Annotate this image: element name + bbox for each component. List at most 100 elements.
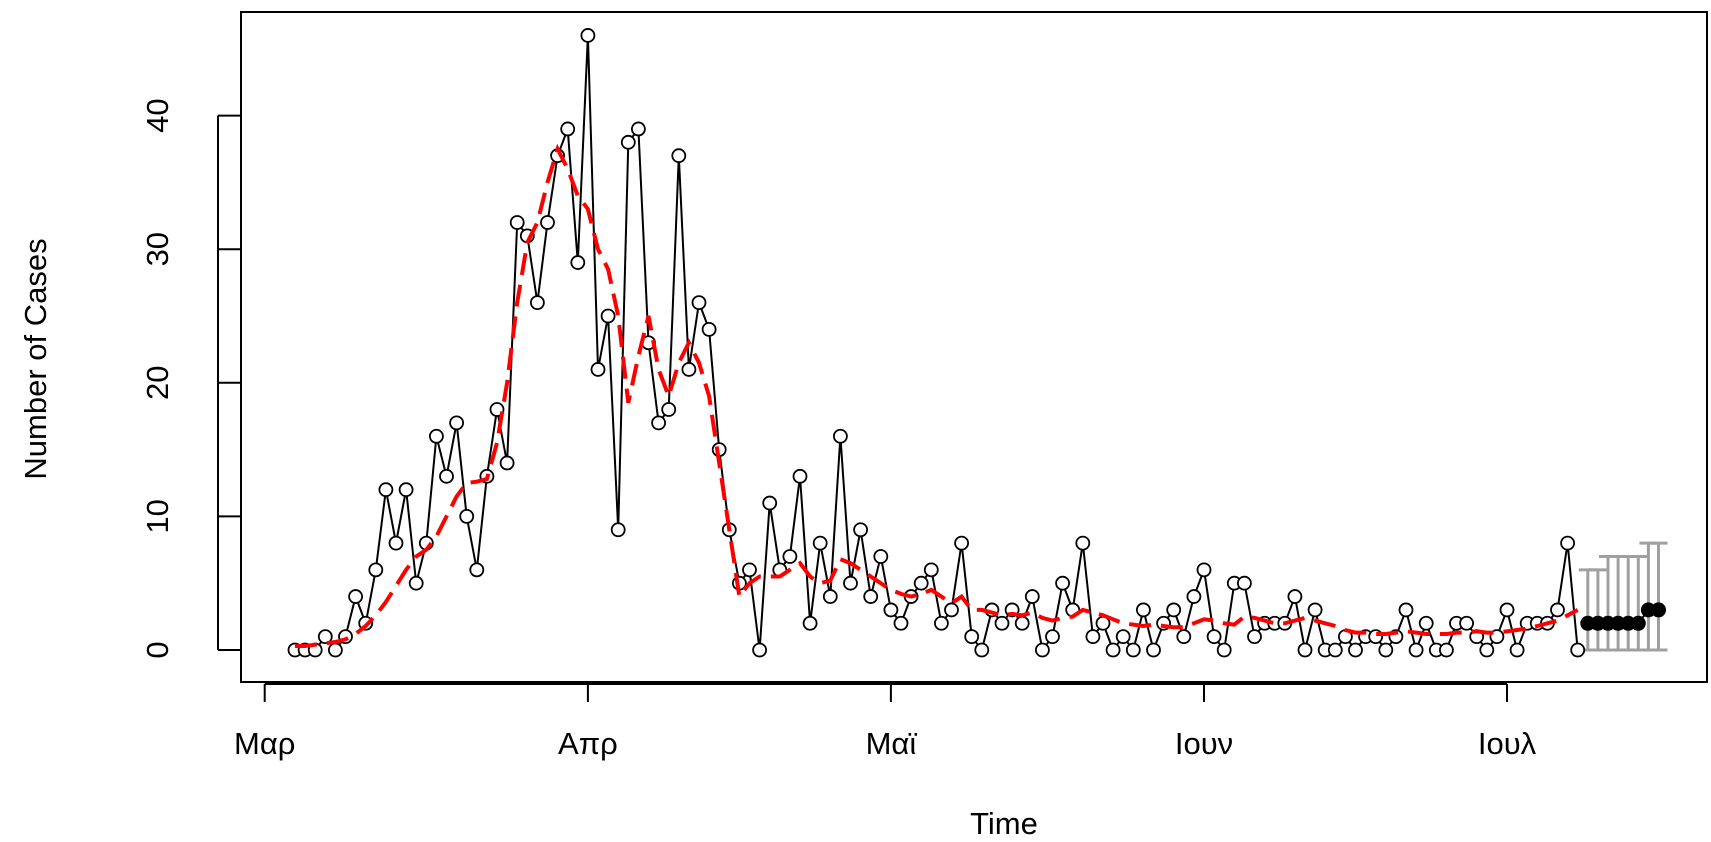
observed-point — [1420, 617, 1433, 630]
observed-point — [1480, 644, 1493, 657]
observed-point — [1076, 537, 1089, 550]
observed-point — [763, 497, 776, 510]
observed-point — [1571, 644, 1584, 657]
observed-point — [501, 456, 514, 469]
observed-point — [1561, 537, 1574, 550]
y-tick-label: 20 — [140, 366, 175, 400]
observed-point — [975, 644, 988, 657]
observed-point — [1107, 644, 1120, 657]
observed-point — [1198, 563, 1211, 576]
observed-point — [1127, 644, 1140, 657]
observed-point — [693, 296, 706, 309]
observed-point — [1137, 603, 1150, 616]
y-tick-label: 30 — [140, 232, 175, 266]
observed-point — [1167, 603, 1180, 616]
observed-point — [1309, 603, 1322, 616]
observed-point — [965, 630, 978, 643]
observed-point — [470, 563, 483, 576]
observed-point — [1379, 644, 1392, 657]
observed-point — [1248, 630, 1261, 643]
observed-series-layer — [289, 29, 1585, 657]
observed-point — [955, 537, 968, 550]
observed-point — [410, 577, 423, 590]
observed-point — [844, 577, 857, 590]
y-tick-label: 10 — [140, 499, 175, 533]
observed-point — [1177, 630, 1190, 643]
observed-point — [592, 363, 605, 376]
observed-point — [834, 430, 847, 443]
observed-point — [571, 256, 584, 269]
observed-point — [945, 603, 958, 616]
observed-point — [854, 523, 867, 536]
observed-point — [1026, 590, 1039, 603]
observed-point — [1187, 590, 1200, 603]
observed-point — [1086, 630, 1099, 643]
observed-point — [511, 216, 524, 229]
observed-point — [1349, 644, 1362, 657]
observed-point — [1117, 630, 1130, 643]
observed-point — [895, 617, 908, 630]
observed-point — [602, 310, 615, 323]
observed-point — [1056, 577, 1069, 590]
observed-point — [915, 577, 928, 590]
y-tick-label: 0 — [140, 641, 175, 658]
observed-point — [440, 470, 453, 483]
observed-point — [864, 590, 877, 603]
observed-point — [1501, 603, 1514, 616]
observed-point — [1288, 590, 1301, 603]
observed-point — [874, 550, 887, 563]
observed-point — [561, 122, 574, 135]
observed-point — [1218, 644, 1231, 657]
forecast-point — [1652, 603, 1666, 617]
observed-point — [1046, 630, 1059, 643]
observed-point — [1400, 603, 1413, 616]
x-axis: Μαρ Απρ Μαϊ Ιουν Ιουλ — [234, 684, 1537, 761]
observed-point — [1329, 644, 1342, 657]
observed-point — [379, 483, 392, 496]
x-tick-label: Μαρ — [234, 726, 295, 761]
observed-point — [753, 644, 766, 657]
observed-point — [531, 296, 544, 309]
observed-point — [652, 416, 665, 429]
observed-point — [1440, 644, 1453, 657]
forecast-interval-layer — [1579, 543, 1668, 650]
y-axis: 010203040 — [140, 98, 240, 658]
observed-point — [804, 617, 817, 630]
x-tick-label: Ιουν — [1175, 726, 1233, 761]
observed-point — [935, 617, 948, 630]
forecast-point — [1631, 616, 1645, 630]
x-tick-label: Απρ — [558, 726, 618, 761]
observed-point — [460, 510, 473, 523]
observed-point — [996, 617, 1009, 630]
observed-point — [794, 470, 807, 483]
observed-point — [349, 590, 362, 603]
observed-point — [783, 550, 796, 563]
plot-frame — [241, 12, 1707, 682]
observed-point — [400, 483, 413, 496]
observed-point — [743, 563, 756, 576]
observed-line — [295, 35, 1578, 650]
observed-point — [703, 323, 716, 336]
observed-point — [824, 590, 837, 603]
observed-point — [329, 644, 342, 657]
observed-point — [1208, 630, 1221, 643]
observed-point — [1238, 577, 1251, 590]
observed-point — [884, 603, 897, 616]
observed-point — [682, 363, 695, 376]
observed-point — [581, 29, 594, 42]
observed-point — [450, 416, 463, 429]
observed-point — [925, 563, 938, 576]
observed-point — [1147, 644, 1160, 657]
observed-point — [1036, 644, 1049, 657]
observed-point — [541, 216, 554, 229]
observed-point — [814, 537, 827, 550]
observed-point — [632, 122, 645, 135]
observed-point — [1016, 617, 1029, 630]
x-tick-label: Μαϊ — [866, 726, 918, 761]
observed-point — [672, 149, 685, 162]
observed-point — [1299, 644, 1312, 657]
observed-point — [1460, 617, 1473, 630]
observed-point — [369, 563, 382, 576]
observed-point — [612, 523, 625, 536]
observed-point — [430, 430, 443, 443]
